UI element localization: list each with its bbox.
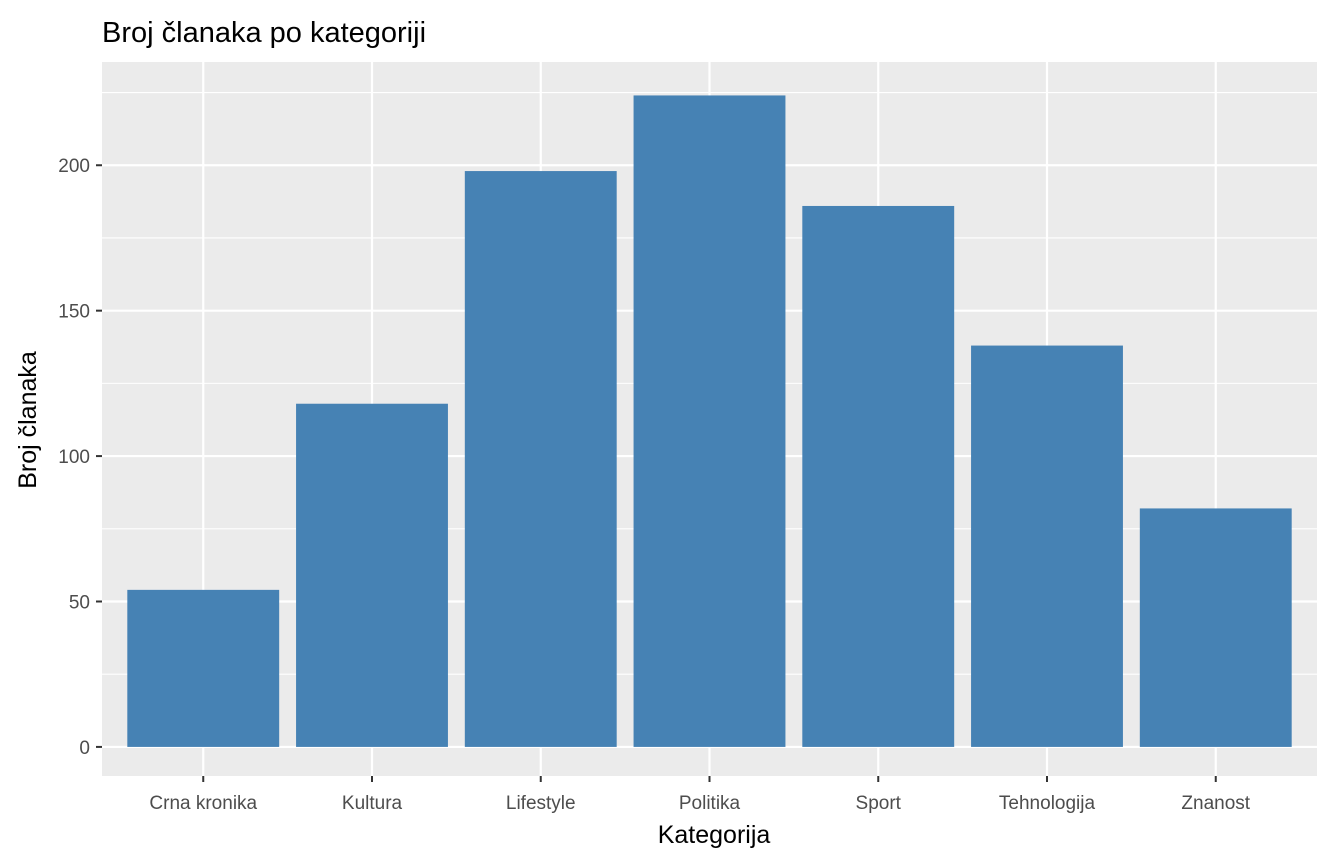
x-tick-label: Lifestyle xyxy=(506,793,576,814)
bar-znanost xyxy=(1139,508,1292,747)
y-tick-label: 0 xyxy=(79,738,90,759)
bar-politika xyxy=(633,95,786,747)
x-tick-label: Sport xyxy=(856,793,902,814)
bar-sport xyxy=(802,205,955,747)
x-tick-label: Politika xyxy=(679,793,741,814)
y-axis-title: Broj članaka xyxy=(14,351,42,489)
x-axis-ticks: Crna kronika Kultura Lifestyle Politika Spor… xyxy=(149,776,1251,814)
y-tick-label: 150 xyxy=(58,302,90,323)
y-tick-label: 200 xyxy=(58,156,90,177)
y-tick-label: 100 xyxy=(58,447,90,468)
x-axis-title: Kategorija xyxy=(658,821,771,849)
bar-tehnologija xyxy=(971,345,1123,747)
bar-lifestyle xyxy=(464,171,617,747)
bar-crna-kronika xyxy=(127,589,280,747)
x-tick-label: Znanost xyxy=(1181,793,1250,814)
x-tick-label: Tehnologija xyxy=(999,793,1096,814)
chart-title: Broj članaka po kategoriji xyxy=(102,17,426,49)
y-tick-label: 50 xyxy=(69,592,90,613)
bar-kultura xyxy=(296,403,448,747)
y-axis-ticks: 0 50 100 150 200 xyxy=(58,156,102,759)
x-tick-label: Crna kronika xyxy=(149,793,257,814)
x-tick-label: Kultura xyxy=(342,793,403,814)
bars xyxy=(127,95,1292,747)
